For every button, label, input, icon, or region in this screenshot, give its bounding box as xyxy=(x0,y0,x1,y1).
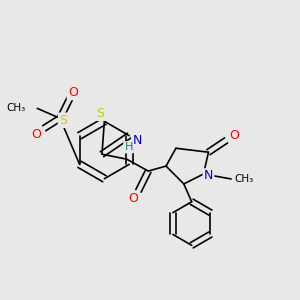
Text: O: O xyxy=(68,86,78,99)
Text: O: O xyxy=(229,129,239,142)
Text: O: O xyxy=(129,192,139,205)
Text: CH₃: CH₃ xyxy=(234,174,253,184)
Text: S: S xyxy=(96,107,104,120)
Text: H: H xyxy=(124,142,133,152)
Text: N: N xyxy=(132,134,142,147)
Text: S: S xyxy=(59,114,67,127)
Text: O: O xyxy=(32,128,41,141)
Text: N: N xyxy=(204,169,213,182)
Text: CH₃: CH₃ xyxy=(6,103,26,113)
